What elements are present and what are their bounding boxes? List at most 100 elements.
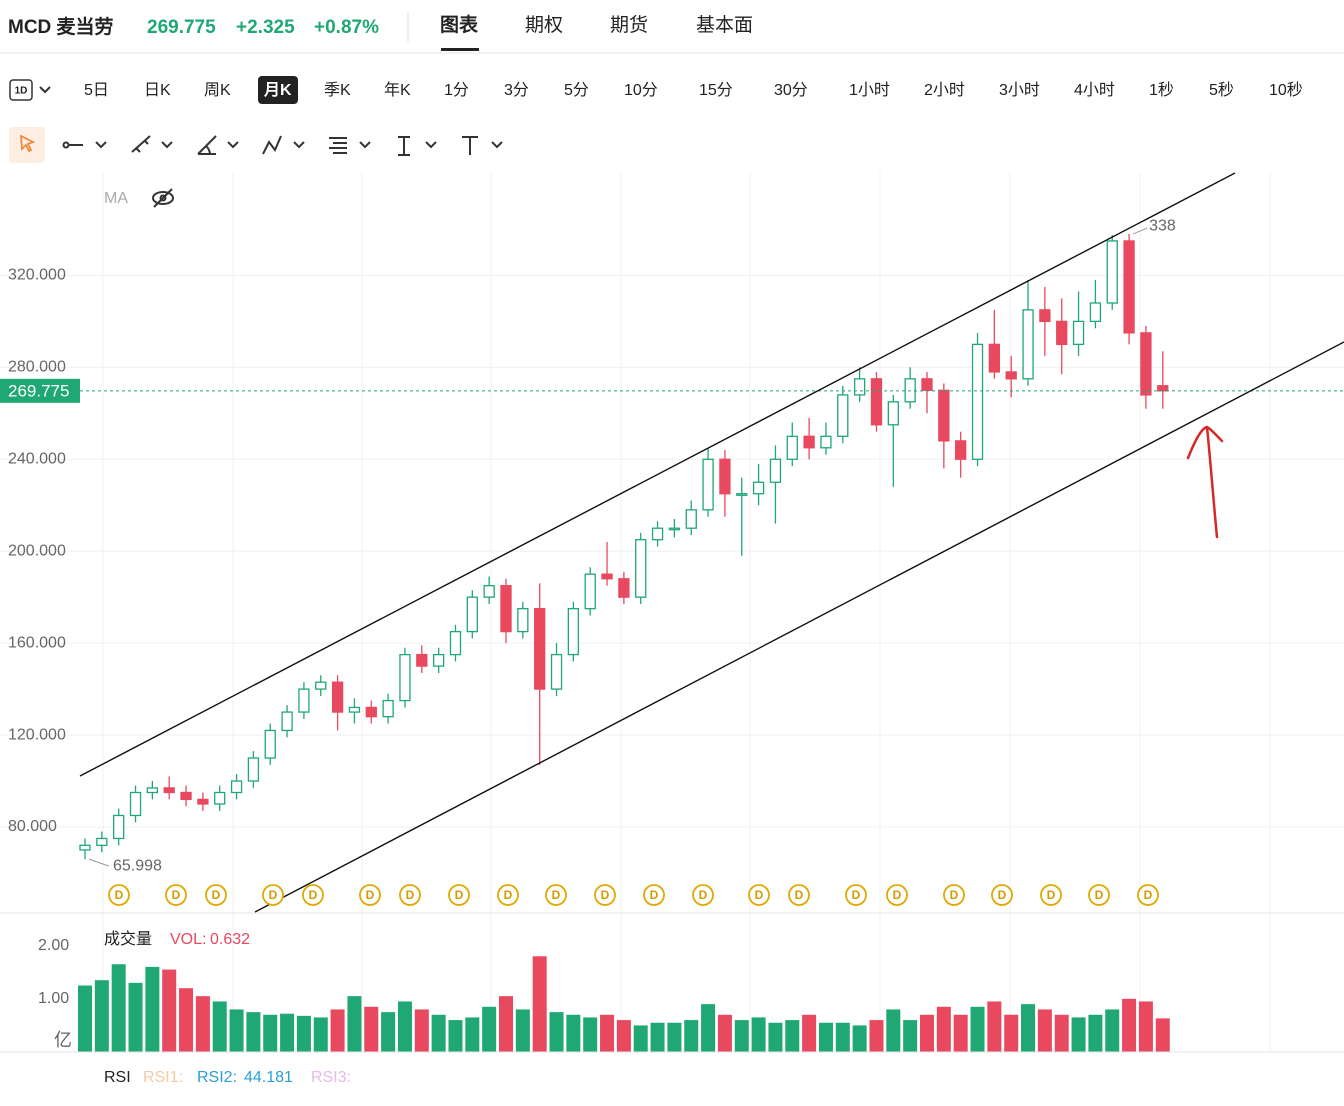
dividend-icon[interactable] xyxy=(594,884,616,906)
dividend-icon[interactable] xyxy=(399,884,421,906)
volume-bar xyxy=(818,1022,833,1052)
volume-bar xyxy=(431,1014,446,1052)
dividend-icon[interactable] xyxy=(886,884,908,906)
dividend-icon[interactable] xyxy=(748,884,770,906)
period[interactable]: 1小时 xyxy=(849,81,890,99)
candle-body xyxy=(1005,371,1017,380)
rsi-name: RSI xyxy=(104,1069,131,1086)
period[interactable]: 日K xyxy=(144,82,171,99)
dividend-icon[interactable] xyxy=(497,884,519,906)
dividend-icon[interactable] xyxy=(991,884,1013,906)
candle-body xyxy=(399,653,411,702)
candle-body xyxy=(214,791,226,805)
volume-bar xyxy=(414,1009,429,1052)
dividend-icon[interactable] xyxy=(448,884,470,906)
period[interactable]: 2小时 xyxy=(924,81,965,99)
period[interactable]: 季K xyxy=(324,81,351,99)
period[interactable]: 10秒 xyxy=(1269,81,1303,99)
eye-icon[interactable] xyxy=(152,188,174,208)
dividend-icon[interactable] xyxy=(1088,884,1110,906)
dividend-icon[interactable] xyxy=(302,884,324,906)
volume-bar xyxy=(465,1017,480,1052)
tab-indicator xyxy=(441,48,479,51)
candle-body xyxy=(668,527,681,531)
candle-body xyxy=(348,706,361,713)
volume-bar xyxy=(751,1017,766,1052)
candle-body xyxy=(651,527,664,541)
dividend-icon[interactable] xyxy=(205,884,227,906)
candle-body xyxy=(382,699,394,718)
volume-bar xyxy=(78,985,92,1052)
dividend-icon[interactable] xyxy=(788,884,810,906)
dividend-icon[interactable] xyxy=(692,884,714,906)
dividend-label: D xyxy=(601,888,610,902)
volume-bar xyxy=(482,1006,497,1052)
period[interactable]: 周K xyxy=(204,82,231,99)
dividend-icon[interactable] xyxy=(165,884,187,906)
max-label: 338 xyxy=(1149,217,1176,234)
period[interactable]: 月K xyxy=(263,81,292,99)
channel-upper xyxy=(79,172,1236,777)
candle-body xyxy=(197,798,209,805)
period[interactable]: 15分 xyxy=(699,81,733,99)
period[interactable]: 3分 xyxy=(504,81,529,99)
period[interactable]: 年K xyxy=(384,81,411,99)
volume-bar xyxy=(583,1017,598,1052)
candle-body xyxy=(803,435,815,449)
tab[interactable]: 基本面 xyxy=(696,14,753,36)
candle-body xyxy=(416,653,428,667)
tab[interactable]: 期货 xyxy=(610,14,648,36)
volume-bar xyxy=(953,1014,968,1052)
dividend-label: D xyxy=(115,888,124,902)
period-icon[interactable] xyxy=(9,79,33,101)
dividend-label: D xyxy=(455,888,464,902)
volume-bar xyxy=(667,1022,682,1052)
dividend-icon[interactable] xyxy=(1040,884,1062,906)
volume-bar xyxy=(313,1017,328,1052)
volume-bar xyxy=(566,1014,581,1052)
volume-bar xyxy=(263,1014,278,1052)
period[interactable]: 5日 xyxy=(84,82,109,99)
volume-bar xyxy=(616,1020,631,1052)
period[interactable]: 4小时 xyxy=(1074,81,1115,99)
min-leader xyxy=(88,858,110,867)
candle-body xyxy=(1140,332,1152,396)
dividend-label: D xyxy=(699,888,708,902)
volume-bar xyxy=(549,1012,564,1052)
candle-body xyxy=(618,578,630,598)
candle-body xyxy=(685,509,697,529)
candle-body xyxy=(938,389,950,442)
volume-bar xyxy=(212,1001,227,1052)
dividend-label: D xyxy=(172,888,181,902)
period[interactable]: 5秒 xyxy=(1209,81,1234,99)
period[interactable]: 1秒 xyxy=(1149,81,1174,99)
price: 269.775 xyxy=(147,17,216,38)
candle-body xyxy=(837,394,849,437)
dividend-icon[interactable] xyxy=(1137,884,1159,906)
tab[interactable]: 期权 xyxy=(525,14,563,36)
period[interactable]: 10分 xyxy=(624,81,658,99)
candle-body xyxy=(988,343,1001,373)
period[interactable]: 1分 xyxy=(444,81,469,99)
dividend-icon[interactable] xyxy=(545,884,567,906)
volume-bar xyxy=(128,982,143,1052)
volume-bar xyxy=(94,980,109,1052)
volume-bar xyxy=(381,1012,396,1052)
period[interactable]: 5分 xyxy=(564,81,589,99)
v-grid xyxy=(102,172,1271,1052)
period[interactable]: 3小时 xyxy=(999,81,1040,99)
dividend-label: D xyxy=(1047,888,1056,902)
dividend-icon[interactable] xyxy=(845,884,867,906)
dividend-icon[interactable] xyxy=(108,884,130,906)
period[interactable]: 30分 xyxy=(774,81,808,99)
dividend-icon[interactable] xyxy=(943,884,965,906)
tab[interactable]: 图表 xyxy=(440,13,479,36)
dividend-icon[interactable] xyxy=(359,884,381,906)
dividend-icon[interactable] xyxy=(643,884,665,906)
dividend-label: D xyxy=(893,888,902,902)
volume-bar xyxy=(1054,1014,1069,1052)
volume-bar xyxy=(1037,1009,1052,1052)
dividend-icon[interactable] xyxy=(262,884,284,906)
candle-body xyxy=(635,539,647,598)
volume-bar xyxy=(1138,1001,1153,1052)
